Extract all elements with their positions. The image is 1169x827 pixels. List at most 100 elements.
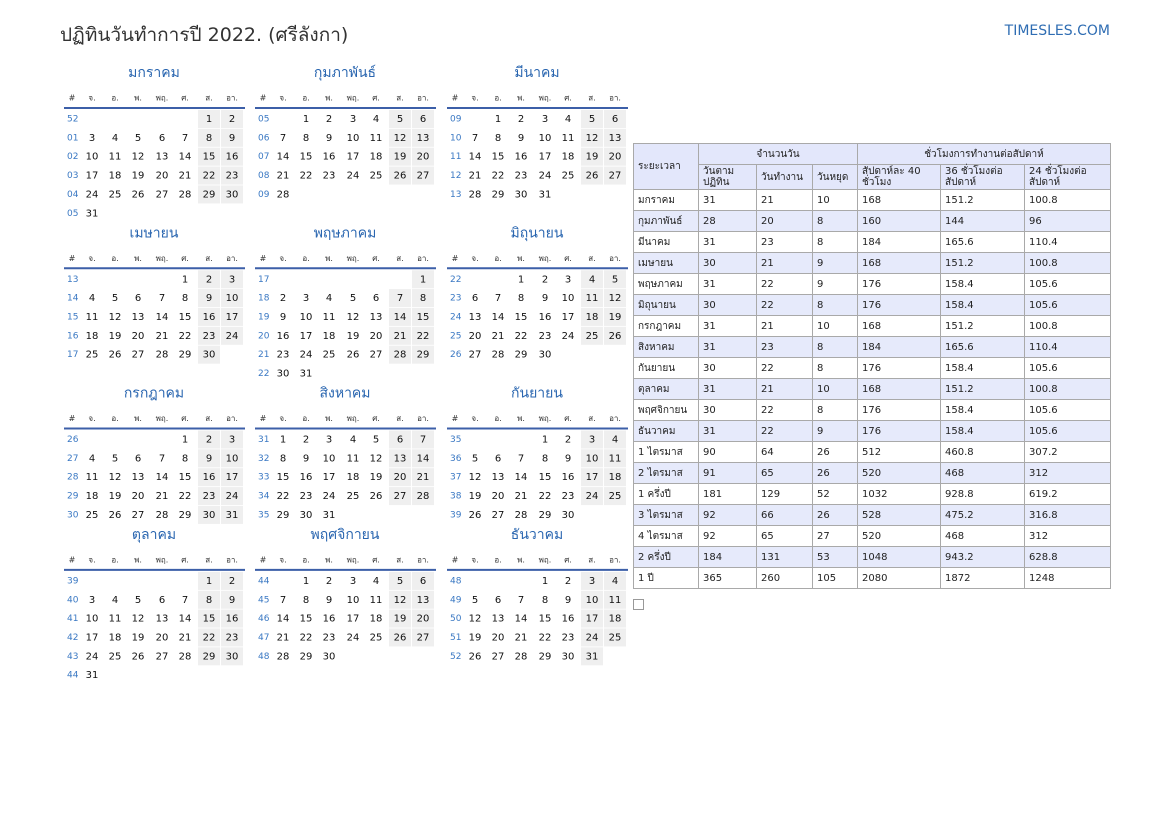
weekday-header: จ. bbox=[279, 414, 286, 423]
table-cell: 31 bbox=[698, 231, 757, 253]
weekend-cell bbox=[221, 505, 243, 524]
day: 21 bbox=[179, 632, 192, 643]
table-cell: 22 bbox=[756, 399, 813, 421]
day: 8 bbox=[206, 133, 212, 144]
day: 23 bbox=[562, 632, 575, 643]
weekday-header: อา. bbox=[226, 254, 238, 263]
weekend-cell bbox=[604, 166, 626, 185]
day: 25 bbox=[86, 510, 99, 521]
weekend-cell bbox=[412, 590, 434, 609]
day: 30 bbox=[323, 651, 336, 662]
day: 16 bbox=[226, 152, 239, 163]
weekday-header: ส. bbox=[396, 414, 403, 423]
weekend-cell bbox=[412, 270, 434, 289]
day: 23 bbox=[203, 331, 216, 342]
table-cell: 23 bbox=[756, 231, 813, 253]
day: 13 bbox=[370, 312, 383, 323]
day: 9 bbox=[206, 293, 212, 304]
weekday-header: # bbox=[69, 555, 76, 564]
day: 1 bbox=[542, 435, 548, 446]
table-cell: 151.2 bbox=[940, 189, 1025, 211]
day: 6 bbox=[495, 595, 501, 606]
weekend-cell bbox=[198, 628, 220, 647]
day: 11 bbox=[562, 133, 575, 144]
week-number: 45 bbox=[258, 595, 269, 605]
site-link[interactable]: TIMESLES.COM bbox=[1004, 23, 1110, 39]
weekday-header: จ. bbox=[471, 254, 478, 263]
day: 6 bbox=[373, 293, 379, 304]
day: 28 bbox=[156, 510, 169, 521]
weekend-cell bbox=[604, 449, 626, 468]
weekend-cell bbox=[221, 326, 243, 345]
month-title: เมษายน bbox=[130, 225, 179, 241]
weekday-header: อ. bbox=[111, 94, 118, 103]
weekday-header: จ. bbox=[471, 414, 478, 423]
table-cell: 1048 bbox=[857, 546, 941, 568]
table-cell: 260 bbox=[756, 567, 813, 589]
day: 7 bbox=[159, 453, 165, 464]
weekend-cell bbox=[581, 110, 603, 128]
day: 30 bbox=[539, 350, 552, 361]
week-number: 22 bbox=[450, 275, 461, 285]
day: 21 bbox=[492, 331, 505, 342]
table-cell: 168 bbox=[857, 378, 941, 400]
day: 27 bbox=[492, 510, 505, 521]
weekday-header: ส. bbox=[205, 94, 212, 103]
table-cell: 31 bbox=[698, 420, 757, 442]
table-cell: 10 bbox=[812, 378, 858, 400]
day: 1 bbox=[280, 435, 286, 446]
day: 15 bbox=[300, 614, 313, 625]
day: 7 bbox=[182, 133, 188, 144]
day: 20 bbox=[370, 331, 383, 342]
day: 23 bbox=[323, 632, 336, 643]
checkbox[interactable] bbox=[633, 599, 644, 610]
table-cell: 65 bbox=[756, 462, 813, 484]
weekday-header: ส. bbox=[396, 94, 403, 103]
day: 27 bbox=[609, 171, 622, 182]
day: 13 bbox=[156, 614, 169, 625]
month-title: กรกฎาคม bbox=[124, 386, 184, 402]
weekday-header: อ. bbox=[494, 555, 501, 564]
day: 2 bbox=[542, 274, 548, 285]
day: 1 bbox=[420, 274, 426, 285]
day: 24 bbox=[586, 632, 599, 643]
table-cell: 22 bbox=[756, 420, 813, 442]
day: 14 bbox=[515, 614, 528, 625]
day: 11 bbox=[86, 472, 99, 483]
weekend-cell bbox=[604, 571, 626, 590]
weekday-header: พ. bbox=[325, 94, 333, 103]
weekend-cell bbox=[604, 487, 626, 506]
day: 11 bbox=[370, 133, 383, 144]
day: 12 bbox=[469, 614, 482, 625]
weekday-header: อ. bbox=[111, 254, 118, 263]
day: 25 bbox=[586, 331, 599, 342]
table-row: 2 ครึ่งปี 184 131 53 1048 943.2 628.8 bbox=[633, 546, 1111, 568]
day: 19 bbox=[394, 614, 407, 625]
day: 11 bbox=[347, 453, 360, 464]
day: 9 bbox=[206, 453, 212, 464]
header-cell: ชั่วโมงการทำงานต่อสัปดาห์ bbox=[857, 143, 1111, 165]
day: 4 bbox=[89, 453, 95, 464]
day: 17 bbox=[562, 312, 575, 323]
day: 12 bbox=[132, 152, 145, 163]
table-cell: 165.6 bbox=[940, 336, 1025, 358]
weekday-header: พฤ. bbox=[156, 414, 169, 423]
day: 23 bbox=[562, 491, 575, 502]
table-cell: 22 bbox=[756, 273, 813, 295]
week-number: 40 bbox=[67, 595, 79, 605]
day: 2 bbox=[229, 576, 235, 587]
day: 28 bbox=[492, 350, 505, 361]
week-number: 29 bbox=[67, 492, 79, 502]
weekend-cell bbox=[389, 345, 411, 364]
week-number: 43 bbox=[67, 652, 78, 662]
day: 7 bbox=[518, 595, 524, 606]
weekend-cell bbox=[412, 307, 434, 326]
table-cell: 31 bbox=[698, 378, 757, 400]
table-cell: 9 bbox=[812, 420, 858, 442]
month-title: ตุลาคม bbox=[132, 527, 176, 543]
weekday-header: # bbox=[452, 555, 459, 564]
week-number: 38 bbox=[450, 492, 462, 502]
day: 11 bbox=[323, 312, 336, 323]
week-number: 51 bbox=[450, 633, 461, 643]
day: 28 bbox=[179, 189, 192, 200]
